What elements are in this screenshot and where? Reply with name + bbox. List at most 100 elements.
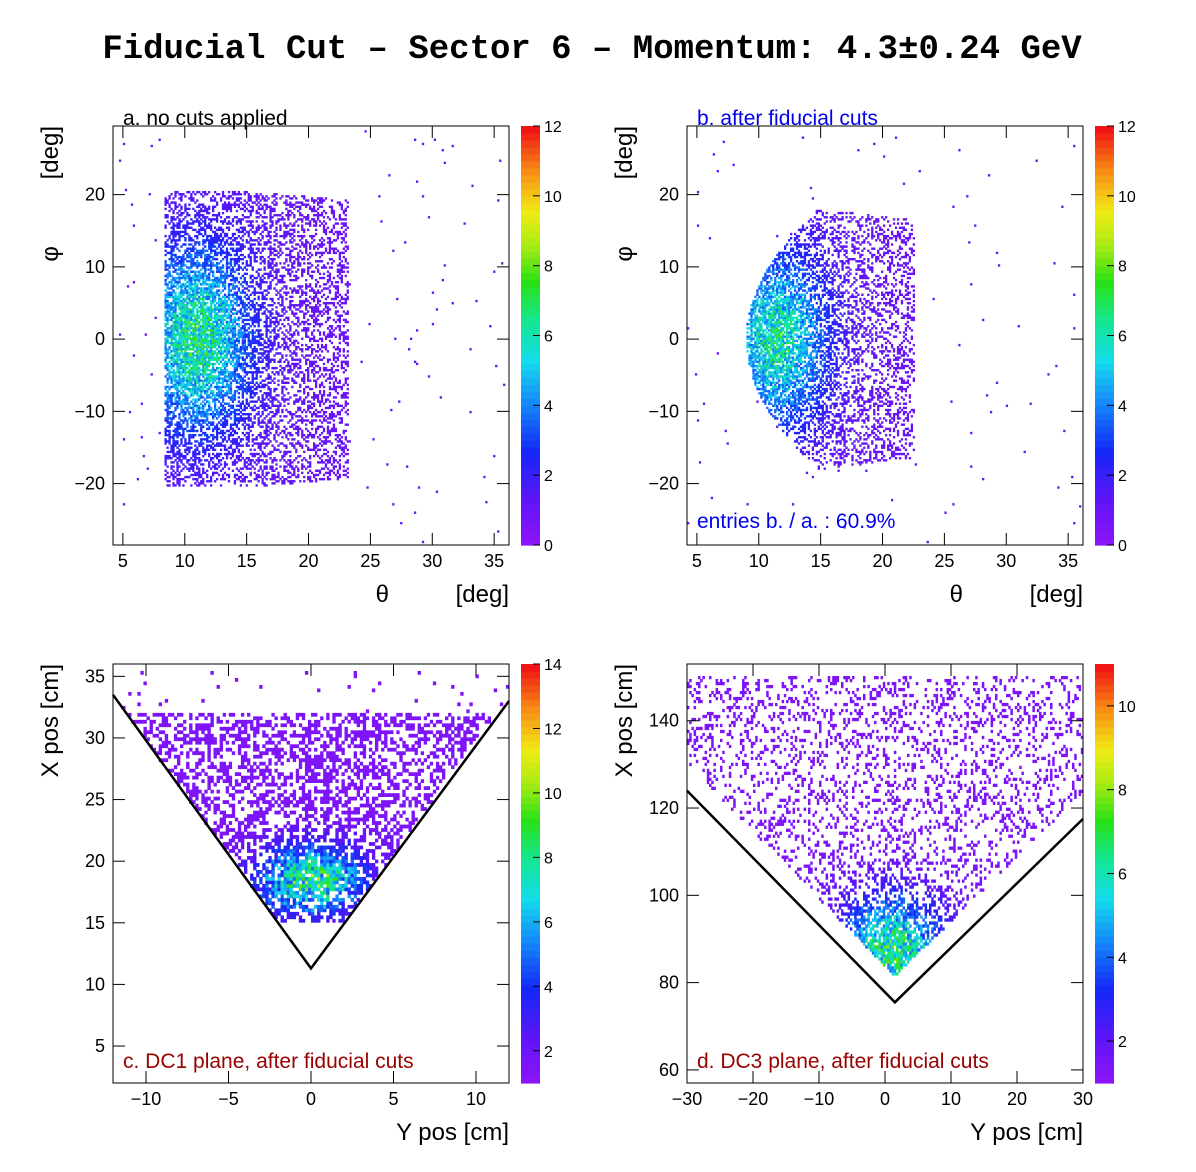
heatmap-cell (287, 369, 290, 372)
heatmap-cell (204, 410, 207, 414)
heatmap-cell (174, 270, 177, 273)
heatmap-cell (174, 423, 177, 426)
heatmap-cell (245, 293, 248, 296)
heatmap-cell (231, 427, 235, 431)
heatmap-cell (263, 406, 266, 410)
heatmap-cell (263, 289, 266, 292)
heatmap-cell (243, 379, 246, 382)
heatmap-cell (178, 222, 181, 225)
heatmap-cell (245, 190, 248, 194)
heatmap-cell (204, 190, 207, 194)
heatmap-cell (170, 339, 173, 343)
heatmap-cell (168, 291, 171, 294)
heatmap-cell (221, 389, 225, 393)
heatmap-cell (219, 299, 223, 303)
heatmap-cell (200, 402, 203, 405)
heatmap-cell (210, 289, 213, 292)
heatmap-cell (249, 220, 252, 223)
heatmap-cell (225, 343, 229, 347)
heatmap-cell (223, 304, 227, 307)
heatmap-cell (249, 308, 252, 311)
heatmap-cell (122, 142, 126, 146)
heatmap-cell (279, 402, 282, 405)
heatmap-cell (192, 343, 195, 347)
heatmap-cell (212, 310, 215, 313)
heatmap-cell (168, 333, 171, 336)
heatmap-cell (249, 331, 252, 334)
heatmap-cell (200, 352, 203, 355)
heatmap-cell (235, 413, 239, 416)
heatmap-cell (202, 203, 205, 206)
heatmap-cell (196, 327, 199, 330)
heatmap-cell (233, 352, 237, 355)
heatmap-cell (182, 348, 185, 351)
heatmap-cell (194, 281, 197, 284)
heatmap-cell (235, 373, 239, 376)
heatmap-cell (235, 247, 239, 250)
heatmap-cell (166, 406, 169, 410)
heatmap-cell (194, 345, 197, 349)
heatmap-cell (188, 239, 191, 242)
heatmap-cell (289, 308, 292, 311)
heatmap-cell (269, 283, 272, 286)
heatmap-cell (196, 465, 199, 468)
heatmap-cell (180, 402, 183, 405)
heatmap-cell (215, 285, 219, 288)
heatmap-cell (180, 293, 183, 296)
heatmap-cell (287, 431, 290, 435)
heatmap-cell (229, 253, 233, 257)
heatmap-cell (237, 310, 241, 313)
heatmap-cell (210, 408, 213, 412)
heatmap-cell (233, 442, 237, 445)
heatmap-cell (213, 230, 217, 234)
heatmap-cell (168, 394, 171, 397)
heatmap-cell (182, 224, 185, 227)
heatmap-cell (204, 318, 207, 322)
heatmap-cell (182, 385, 185, 389)
heatmap-cell (174, 343, 177, 347)
heatmap-cell (229, 425, 233, 428)
heatmap-cell (206, 320, 209, 324)
heatmap-cell (194, 482, 197, 485)
heatmap-cell (164, 329, 167, 332)
heatmap-cell (283, 345, 286, 349)
heatmap-cell (198, 281, 201, 284)
heatmap-cell (297, 345, 300, 349)
heatmap-cell (182, 253, 185, 257)
heatmap-cell (245, 389, 248, 393)
heatmap-cell (249, 406, 252, 410)
heatmap-cell (235, 333, 239, 336)
heatmap-cell (277, 425, 280, 428)
heatmap-cell (174, 471, 177, 475)
heatmap-cell (245, 465, 248, 468)
heatmap-cell (265, 356, 268, 359)
heatmap-cell (295, 257, 298, 261)
heatmap-cell (196, 329, 199, 332)
heatmap-cell (164, 243, 167, 246)
heatmap-cell (237, 255, 241, 259)
heatmap-cell (285, 291, 288, 294)
heatmap-cell (202, 281, 205, 284)
heatmap-cell (227, 306, 231, 309)
heatmap-cell (241, 306, 244, 309)
heatmap-cell (182, 352, 185, 355)
heatmap-cell (227, 473, 231, 477)
heatmap-cell (269, 216, 272, 219)
heatmap-cell (190, 352, 193, 355)
heatmap-cell (215, 410, 219, 414)
heatmap-cell (267, 392, 270, 395)
heatmap-cell (190, 247, 193, 250)
heatmap-cell (202, 469, 205, 472)
heatmap-cell (259, 459, 262, 462)
heatmap-cell (178, 394, 181, 397)
heatmap-cell (241, 364, 244, 368)
heatmap-cell (182, 270, 185, 273)
heatmap-cell (271, 260, 274, 263)
heatmap-cell (208, 394, 211, 397)
heatmap-cell (253, 306, 256, 309)
heatmap-cell (188, 469, 191, 472)
heatmap-cell (253, 477, 256, 481)
heatmap-cell (182, 477, 185, 481)
heatmap-cell (196, 310, 199, 313)
heatmap-cell (259, 255, 262, 259)
